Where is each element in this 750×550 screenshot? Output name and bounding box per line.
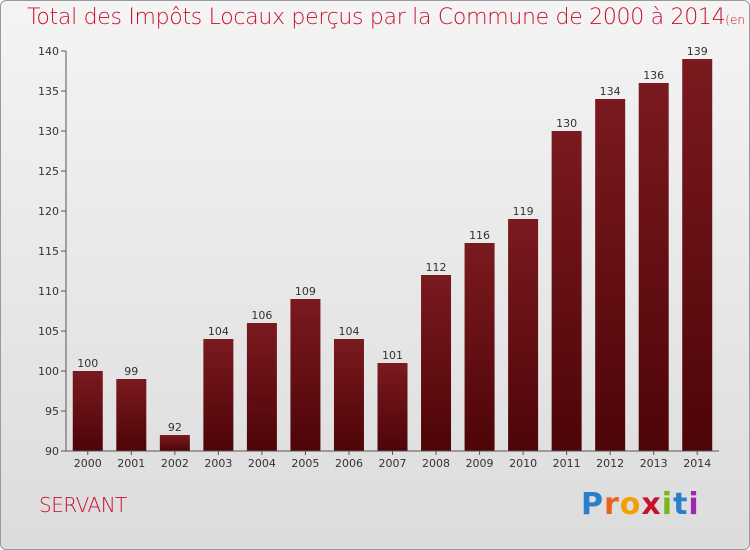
- x-tick-label: 2006: [335, 457, 363, 470]
- logo-letter: o: [619, 487, 642, 522]
- y-tick-label: 135: [38, 85, 59, 98]
- bar: [682, 59, 713, 451]
- bar: [508, 219, 539, 451]
- x-tick-label: 2010: [509, 457, 537, 470]
- y-tick-label: 105: [38, 325, 59, 338]
- logo-letter: t: [673, 487, 689, 522]
- x-tick-label: 2008: [422, 457, 450, 470]
- bar-value-label: 136: [643, 69, 664, 82]
- bar-value-label: 99: [124, 365, 138, 378]
- x-tick-label: 2001: [117, 457, 145, 470]
- y-tick-label: 95: [45, 405, 59, 418]
- y-tick-label: 130: [38, 125, 59, 138]
- proxiti-logo[interactable]: Proxiti: [581, 487, 700, 522]
- bar-value-label: 106: [251, 309, 272, 322]
- x-tick-label: 2009: [466, 457, 494, 470]
- x-tick-label: 2011: [553, 457, 581, 470]
- bar: [246, 323, 277, 451]
- bar-value-label: 139: [687, 45, 708, 58]
- bar-value-label: 104: [338, 325, 359, 338]
- bar: [638, 83, 669, 451]
- bar: [116, 379, 147, 451]
- x-tick-label: 2012: [596, 457, 624, 470]
- bar: [333, 339, 364, 451]
- bar-value-label: 112: [426, 261, 447, 274]
- bar: [421, 275, 452, 451]
- x-tick-label: 2002: [161, 457, 189, 470]
- chart-subtitle: (en milliers d'€): [725, 13, 749, 27]
- x-tick-label: 2005: [291, 457, 319, 470]
- y-tick-label: 120: [38, 205, 59, 218]
- logo-letter: i: [688, 487, 700, 522]
- y-axis: 90 95 100 105 110 115 120 125 130 135 140: [38, 45, 67, 458]
- bar-value-label: 100: [77, 357, 98, 370]
- bar: [159, 435, 190, 451]
- bar-value-label: 109: [295, 285, 316, 298]
- x-tick-label: 2004: [248, 457, 276, 470]
- bar: [290, 299, 321, 451]
- bar: [464, 243, 495, 451]
- bar-value-label: 116: [469, 229, 490, 242]
- x-tick-label: 2003: [204, 457, 232, 470]
- x-tick-label: 2014: [683, 457, 711, 470]
- logo-letter: x: [641, 487, 662, 522]
- chart-title-main: Total des Impôts Locaux perçus par la Co…: [27, 5, 726, 30]
- y-tick-label: 90: [45, 445, 59, 458]
- bar-value-label: 92: [168, 421, 182, 434]
- x-axis: 2000 2001 2002 2003 2004 2005 2006 2007 2008 2009…: [66, 450, 719, 470]
- bar: [203, 339, 234, 451]
- bars: 100 99 92 104 106 109 104 101 112 116 119 130 134 136…: [72, 45, 713, 451]
- logo-letter: P: [581, 487, 604, 522]
- bar-value-label: 104: [208, 325, 229, 338]
- bar: [551, 131, 582, 451]
- chart-title: Total des Impôts Locaux perçus par la Co…: [27, 5, 749, 30]
- y-tick-label: 110: [38, 285, 59, 298]
- bar-value-label: 119: [513, 205, 534, 218]
- bar: [377, 363, 408, 451]
- x-tick-label: 2007: [379, 457, 407, 470]
- commune-name: SERVANT: [39, 493, 127, 517]
- y-tick-label: 100: [38, 365, 59, 378]
- bar: [72, 371, 103, 451]
- y-tick-label: 115: [38, 245, 59, 258]
- bar-value-label: 130: [556, 117, 577, 130]
- bar-value-label: 134: [600, 85, 621, 98]
- y-tick-label: 125: [38, 165, 59, 178]
- x-tick-label: 2000: [74, 457, 102, 470]
- x-tick-label: 2013: [640, 457, 668, 470]
- logo-letter: i: [661, 487, 674, 522]
- y-tick-label: 140: [38, 45, 59, 58]
- bar: [595, 99, 626, 451]
- bar-value-label: 101: [382, 349, 403, 362]
- logo-letter: r: [604, 487, 620, 522]
